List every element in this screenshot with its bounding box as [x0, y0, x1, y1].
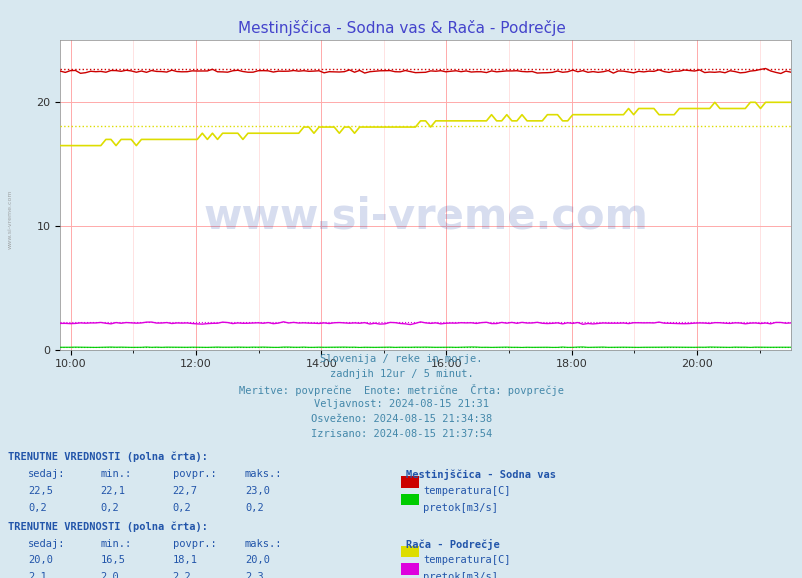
Text: Mestinjščica - Sodna vas: Mestinjščica - Sodna vas [405, 469, 555, 480]
Text: Rača - Podrečje: Rača - Podrečje [405, 539, 499, 550]
Text: Izrisano: 2024-08-15 21:37:54: Izrisano: 2024-08-15 21:37:54 [310, 429, 492, 439]
Text: pretok[m3/s]: pretok[m3/s] [423, 503, 497, 513]
Text: 2,1: 2,1 [28, 572, 47, 578]
Text: 0,2: 0,2 [172, 503, 191, 513]
Text: Mestinjščica - Sodna vas & Rača - Podrečje: Mestinjščica - Sodna vas & Rača - Podreč… [237, 20, 565, 36]
Text: 16,5: 16,5 [100, 555, 125, 565]
Text: 0,2: 0,2 [28, 503, 47, 513]
Text: maks.:: maks.: [245, 539, 282, 549]
Text: Meritve: povprečne  Enote: metrične  Črta: povprečje: Meritve: povprečne Enote: metrične Črta:… [239, 384, 563, 396]
Text: 20,0: 20,0 [28, 555, 53, 565]
Text: 20,0: 20,0 [245, 555, 269, 565]
Text: 0,2: 0,2 [245, 503, 263, 513]
Text: Slovenija / reke in morje.: Slovenija / reke in morje. [320, 354, 482, 364]
Text: 2,3: 2,3 [245, 572, 263, 578]
Text: TRENUTNE VREDNOSTI (polna črta):: TRENUTNE VREDNOSTI (polna črta): [8, 521, 208, 532]
Text: 23,0: 23,0 [245, 486, 269, 495]
Text: maks.:: maks.: [245, 469, 282, 479]
Text: www.si-vreme.com: www.si-vreme.com [8, 190, 13, 249]
Text: temperatura[C]: temperatura[C] [423, 555, 510, 565]
Text: sedaj:: sedaj: [28, 469, 66, 479]
Text: 22,7: 22,7 [172, 486, 197, 495]
Text: Osveženo: 2024-08-15 21:34:38: Osveženo: 2024-08-15 21:34:38 [310, 414, 492, 424]
Text: 2,0: 2,0 [100, 572, 119, 578]
Text: 0,2: 0,2 [100, 503, 119, 513]
Text: min.:: min.: [100, 539, 132, 549]
Text: www.si-vreme.com: www.si-vreme.com [203, 196, 647, 238]
Text: povpr.:: povpr.: [172, 469, 216, 479]
Text: 2,2: 2,2 [172, 572, 191, 578]
Text: min.:: min.: [100, 469, 132, 479]
Text: TRENUTNE VREDNOSTI (polna črta):: TRENUTNE VREDNOSTI (polna črta): [8, 452, 208, 462]
Text: 18,1: 18,1 [172, 555, 197, 565]
Text: sedaj:: sedaj: [28, 539, 66, 549]
Text: temperatura[C]: temperatura[C] [423, 486, 510, 495]
Text: 22,1: 22,1 [100, 486, 125, 495]
Text: 22,5: 22,5 [28, 486, 53, 495]
Text: pretok[m3/s]: pretok[m3/s] [423, 572, 497, 578]
Text: povpr.:: povpr.: [172, 539, 216, 549]
Text: zadnjih 12ur / 5 minut.: zadnjih 12ur / 5 minut. [329, 369, 473, 379]
Text: Veljavnost: 2024-08-15 21:31: Veljavnost: 2024-08-15 21:31 [314, 399, 488, 409]
